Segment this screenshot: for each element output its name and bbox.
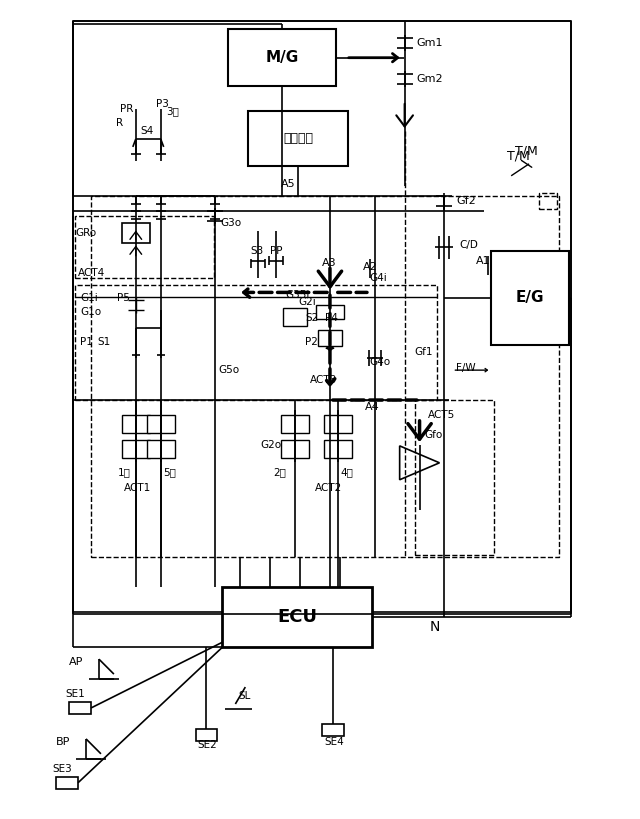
Bar	[324, 440, 352, 458]
Text: Gf2: Gf2	[456, 196, 476, 206]
Bar	[122, 440, 150, 458]
Text: PR: PR	[120, 104, 133, 114]
Text: SE2: SE2	[198, 740, 218, 750]
Text: Gm1: Gm1	[417, 38, 443, 48]
Text: GRo: GRo	[75, 228, 96, 238]
Text: A5: A5	[281, 179, 296, 188]
Text: ECU: ECU	[277, 609, 317, 627]
Text: ACT4: ACT4	[78, 269, 106, 278]
Bar	[147, 415, 175, 433]
Text: G3o: G3o	[220, 218, 241, 228]
Bar	[147, 440, 175, 458]
Text: R: R	[116, 118, 123, 128]
Bar	[539, 192, 557, 209]
Text: 1速: 1速	[118, 467, 131, 477]
Text: SL: SL	[238, 691, 251, 701]
Bar	[122, 415, 150, 433]
Text: A4: A4	[365, 402, 380, 412]
Bar	[91, 196, 559, 558]
Text: P3: P3	[156, 99, 168, 109]
Bar	[316, 305, 344, 319]
Text: T/M: T/M	[515, 144, 538, 157]
Bar	[75, 215, 214, 278]
Text: Gm2: Gm2	[417, 75, 444, 84]
Bar	[318, 330, 342, 346]
Text: P2: P2	[305, 337, 318, 347]
Text: Gfo: Gfo	[424, 430, 443, 440]
Text: S1: S1	[97, 337, 110, 347]
Bar	[322, 724, 344, 736]
Text: G1i: G1i	[80, 293, 98, 303]
Text: BP: BP	[56, 737, 70, 747]
Text: T/M: T/M	[507, 149, 530, 162]
Text: G4i: G4i	[370, 274, 388, 283]
Text: P4: P4	[325, 314, 338, 324]
Text: A1: A1	[476, 256, 491, 265]
Text: C/D: C/D	[460, 240, 478, 250]
Text: P5: P5	[117, 293, 130, 303]
Bar	[75, 286, 438, 400]
Bar	[281, 440, 309, 458]
Text: G35i: G35i	[285, 291, 310, 301]
Text: G2o: G2o	[260, 440, 282, 450]
Text: A2: A2	[363, 262, 378, 273]
Text: S4: S4	[141, 126, 154, 136]
Text: 4速: 4速	[341, 467, 354, 477]
Text: 5速: 5速	[164, 467, 177, 477]
Bar	[228, 29, 336, 86]
Text: PP: PP	[270, 246, 283, 256]
Bar	[223, 587, 372, 647]
Text: SE1: SE1	[65, 689, 85, 699]
Text: G4o: G4o	[370, 357, 391, 367]
Bar	[324, 415, 352, 433]
Text: ACT5: ACT5	[428, 410, 455, 420]
Bar	[283, 308, 307, 326]
Bar	[492, 251, 569, 346]
Bar	[56, 776, 78, 789]
Text: ACT2: ACT2	[315, 482, 342, 493]
Text: SE4: SE4	[324, 737, 344, 747]
Text: G1o: G1o	[80, 307, 101, 317]
Text: N: N	[429, 620, 440, 634]
Text: 2速: 2速	[273, 467, 286, 477]
Text: M/G: M/G	[266, 50, 299, 66]
Text: S2: S2	[305, 314, 318, 324]
Text: バッテリ: バッテリ	[283, 132, 313, 145]
Bar	[122, 223, 150, 242]
Bar	[69, 702, 91, 714]
Text: E/G: E/G	[516, 291, 545, 305]
Text: Gf1: Gf1	[415, 347, 433, 357]
Text: G2i: G2i	[298, 297, 316, 307]
Text: S3: S3	[250, 246, 264, 256]
Bar	[196, 729, 218, 741]
Text: F/W: F/W	[456, 363, 476, 373]
Text: ACT1: ACT1	[124, 482, 151, 493]
Bar	[248, 111, 348, 165]
Text: P1: P1	[80, 337, 93, 347]
Bar	[415, 400, 494, 554]
Text: AP: AP	[69, 657, 83, 667]
Text: SE3: SE3	[52, 764, 72, 774]
Bar	[281, 415, 309, 433]
Text: ACT3: ACT3	[310, 375, 337, 385]
Text: 3速: 3速	[166, 106, 179, 116]
Text: G5o: G5o	[218, 365, 239, 375]
Bar	[73, 21, 571, 613]
Text: A3: A3	[322, 259, 337, 269]
